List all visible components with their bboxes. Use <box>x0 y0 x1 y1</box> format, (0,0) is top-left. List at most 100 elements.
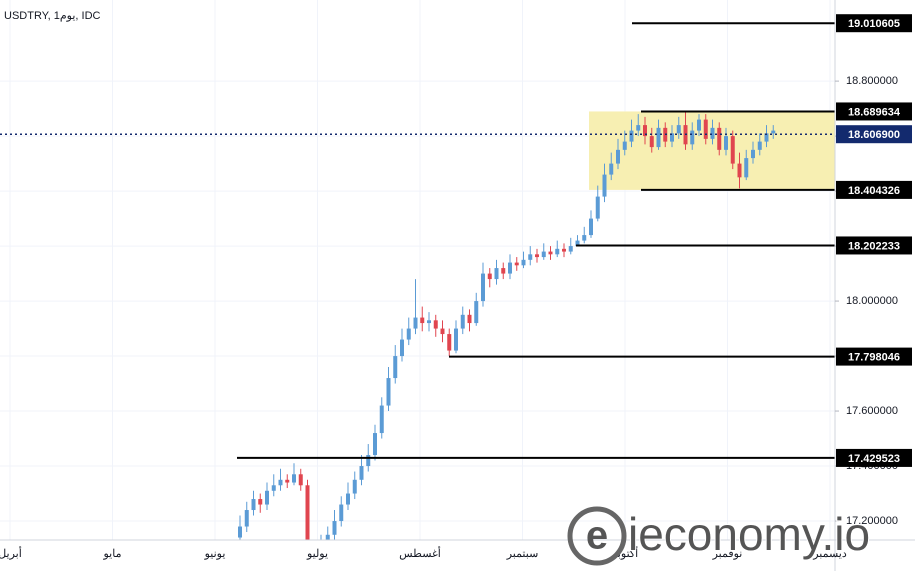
level-label-box <box>836 180 912 199</box>
chart-title: USDTRY, 1يوم, IDC <box>4 10 101 22</box>
candle-body <box>373 433 377 456</box>
candle-body <box>616 149 620 164</box>
candle-body <box>528 254 533 260</box>
x-tick-label: ديسمبر <box>812 548 847 560</box>
candle-body <box>265 490 269 505</box>
x-tick-label: نوفمبر <box>712 548 743 560</box>
candle-body <box>643 125 647 137</box>
candle-body <box>271 485 276 491</box>
y-tick-label: 17.200000 <box>846 515 898 527</box>
candle-body <box>636 125 641 131</box>
candle-body <box>339 504 344 522</box>
candle-body <box>535 254 539 258</box>
candle-body <box>622 141 627 150</box>
candle-body <box>757 141 762 150</box>
candle-body <box>386 378 391 406</box>
candle-body <box>697 119 701 131</box>
candle-body <box>751 149 755 159</box>
candle-body <box>656 127 661 148</box>
level-label: 19.010605 <box>848 18 900 30</box>
candle-body <box>649 136 654 148</box>
level-label-box <box>836 236 912 255</box>
level-label: 18.404326 <box>848 185 900 197</box>
candle-body <box>244 510 249 527</box>
candle-body <box>555 248 560 255</box>
level-label-box <box>836 448 912 467</box>
y-tick-label: 17.600000 <box>846 405 898 417</box>
candle-body <box>325 534 330 540</box>
candle-body <box>676 125 681 134</box>
candle-body <box>433 320 438 329</box>
candle-body <box>474 301 479 324</box>
candle-body <box>562 248 566 252</box>
plot-area <box>0 22 835 540</box>
candle-body <box>467 314 472 324</box>
y-tick-label: 18.800000 <box>846 75 898 87</box>
x-tick-label: يونيو <box>204 548 226 560</box>
candle-body <box>292 474 296 483</box>
candle-body <box>595 196 600 219</box>
logo-ring <box>567 506 627 566</box>
candle-body <box>602 174 607 197</box>
candle-body <box>541 251 546 258</box>
candle-body <box>481 273 485 302</box>
level-label: 17.429523 <box>848 453 900 465</box>
candle-body <box>251 499 256 511</box>
level-label-box <box>836 102 912 121</box>
last-price-label: 18.606900 <box>848 129 900 141</box>
candle-body <box>393 356 398 379</box>
candle-body <box>332 521 337 535</box>
candle-body <box>420 317 425 324</box>
candle-body <box>454 328 458 351</box>
candle-body <box>400 339 404 357</box>
candle-body <box>737 163 742 178</box>
candle-body <box>427 320 431 324</box>
candle-body <box>609 163 614 175</box>
watermark-text: ieconomy.io <box>628 508 870 560</box>
candle-body <box>589 218 593 236</box>
x-tick-label: سبتمبر <box>506 548 539 560</box>
watermark: e ieconomy.io <box>567 506 871 566</box>
candle-body <box>413 317 418 329</box>
y-tick-label: 18.000000 <box>846 295 898 307</box>
candle-body <box>582 235 587 241</box>
candle-body <box>771 130 776 134</box>
candle-body <box>521 259 526 266</box>
logo-letter: e <box>586 514 608 558</box>
candle-body <box>285 479 290 483</box>
candle-body <box>690 130 695 145</box>
x-tick-label: مايو <box>103 548 122 560</box>
candle-body <box>238 526 242 538</box>
candle-body <box>258 499 263 505</box>
candle-body <box>575 240 580 247</box>
candle-body <box>548 251 553 255</box>
candle-body <box>359 466 364 480</box>
candle-body <box>629 130 634 142</box>
candle-body <box>406 328 411 340</box>
level-label-box <box>836 14 912 33</box>
candle-body <box>447 334 452 351</box>
candle-body <box>501 268 506 274</box>
candle-body <box>724 136 728 150</box>
candle-body <box>670 133 674 142</box>
level-label-box <box>836 347 912 366</box>
candle-body <box>710 127 715 139</box>
candle-body <box>508 262 512 274</box>
x-tick-label: أبريل <box>0 546 22 560</box>
candle-body <box>764 133 769 142</box>
candle-body <box>460 314 465 329</box>
level-label: 18.689634 <box>848 106 901 118</box>
candle-body <box>366 455 371 467</box>
candle-body <box>568 246 573 252</box>
x-tick-label: يوليو <box>306 548 328 560</box>
last-price-box <box>836 125 912 144</box>
candle-body <box>346 493 350 505</box>
candle-body <box>744 158 749 178</box>
candle-body <box>278 479 283 486</box>
candle-body <box>717 127 722 150</box>
candle-body <box>730 136 735 164</box>
candle-body <box>305 485 310 540</box>
candle-body <box>379 405 384 434</box>
